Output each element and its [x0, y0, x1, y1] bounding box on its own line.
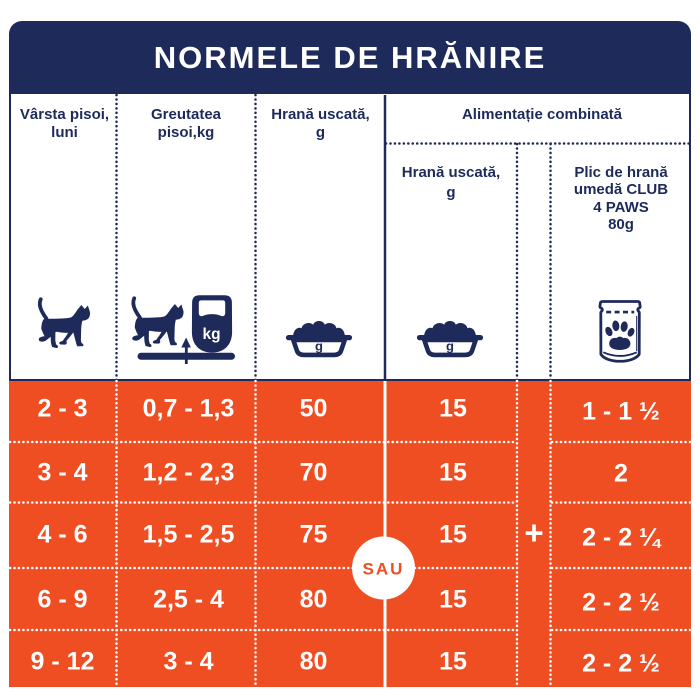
svg-text:kg: kg [202, 326, 220, 343]
svg-text:g: g [315, 339, 323, 354]
svg-text:SAU: SAU [363, 560, 405, 579]
svg-text:g: g [446, 339, 454, 354]
